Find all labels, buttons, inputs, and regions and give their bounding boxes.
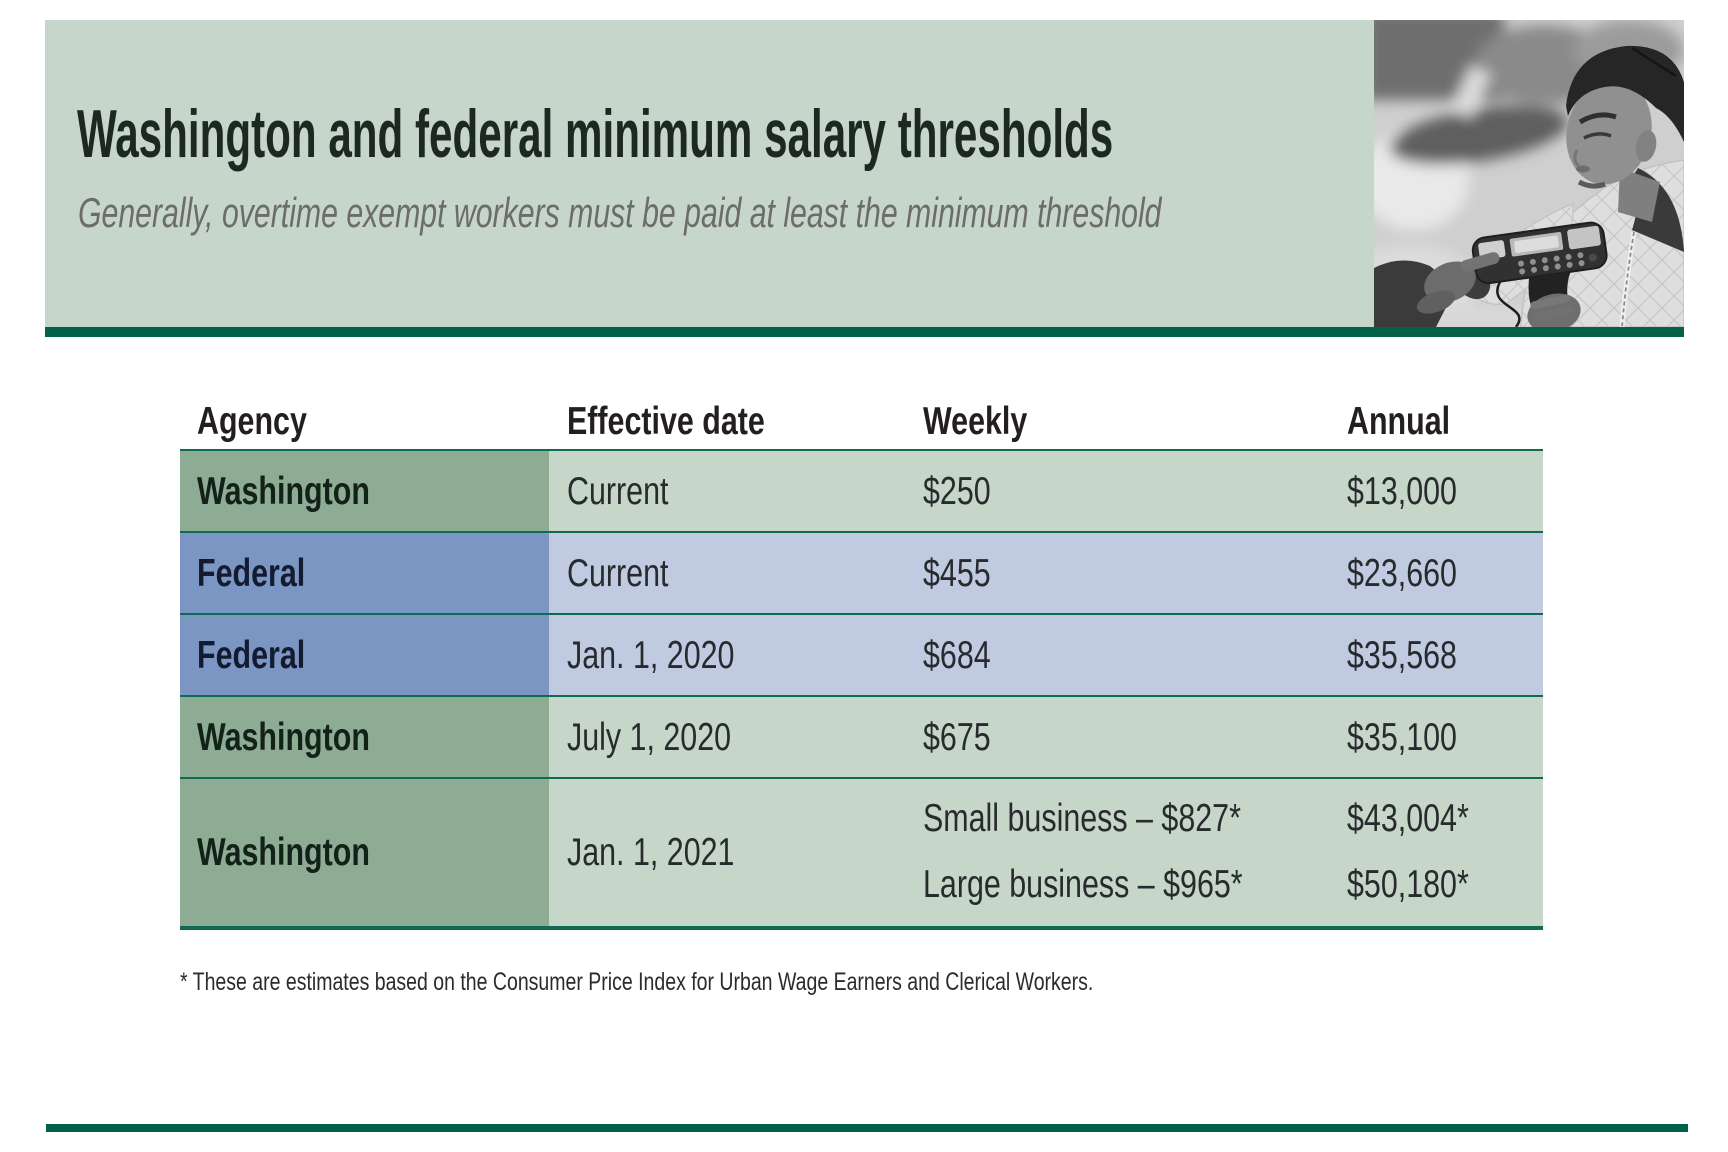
weekly-cell: $675 <box>923 715 991 759</box>
column-header-annual: Annual <box>1347 400 1451 443</box>
bottom-rule <box>46 1124 1688 1132</box>
table-row: Washington Current $250 $13,000 <box>180 451 1543 533</box>
worker-scanner-photo <box>1374 20 1684 327</box>
annual-cell: $35,568 <box>1347 633 1457 677</box>
annual-cell: $23,660 <box>1347 551 1457 595</box>
agency-cell: Washington <box>197 469 370 513</box>
effective-date-cell: Current <box>567 469 669 513</box>
agency-column-shade <box>180 533 549 613</box>
agency-column-shade <box>180 615 549 695</box>
annual-small-business-cell: $43,004* <box>1347 796 1469 840</box>
column-header-effective-date: Effective date <box>567 400 765 443</box>
weekly-cell: $455 <box>923 551 991 595</box>
header-accent-bar <box>45 327 1684 337</box>
column-header-weekly: Weekly <box>923 400 1028 443</box>
worker-scanner-photo-illustration <box>1374 20 1684 327</box>
head <box>1566 45 1684 189</box>
weekly-large-business-cell: Large business – $965* <box>923 862 1243 906</box>
column-header-agency: Agency <box>197 400 307 443</box>
page-title: Washington and federal minimum salary th… <box>77 96 1114 172</box>
table-row: Federal Jan. 1, 2020 $684 $35,568 <box>180 615 1543 697</box>
header-band: Washington and federal minimum salary th… <box>45 20 1684 327</box>
weekly-small-business-cell: Small business – $827* <box>923 796 1241 840</box>
table-row: Federal Current $455 $23,660 <box>180 533 1543 615</box>
agency-column-shade <box>180 451 549 531</box>
annual-large-business-cell: $50,180* <box>1347 862 1469 906</box>
footnote: * These are estimates based on the Consu… <box>180 968 1094 996</box>
page-subtitle: Generally, overtime exempt workers must … <box>78 189 1162 236</box>
agency-cell: Washington <box>197 831 370 874</box>
effective-date-cell: July 1, 2020 <box>567 715 732 759</box>
scanner-cable <box>1496 281 1521 327</box>
table-row: Washington Jan. 1, 2021 Small business –… <box>180 779 1543 930</box>
holding-hand <box>1527 293 1581 327</box>
annual-cell: $35,100 <box>1347 715 1457 759</box>
annual-cell: $13,000 <box>1347 469 1457 513</box>
pointing-hand <box>1374 252 1500 327</box>
agency-cell: Washington <box>197 715 370 759</box>
table-row: Washington July 1, 2020 $675 $35,100 <box>180 697 1543 779</box>
table-header-row: Agency Effective date Weekly Annual <box>180 394 1543 449</box>
weekly-cell: $250 <box>923 469 991 513</box>
effective-date-cell: Jan. 1, 2021 <box>567 831 735 874</box>
agency-cell: Federal <box>197 633 306 677</box>
agency-column-shade <box>180 697 549 777</box>
agency-cell: Federal <box>197 551 306 595</box>
thresholds-table: Washington Current $250 $13,000 Federal … <box>180 449 1543 930</box>
weekly-cell: $684 <box>923 633 991 677</box>
effective-date-cell: Current <box>567 551 669 595</box>
agency-column-shade <box>180 779 549 926</box>
effective-date-cell: Jan. 1, 2020 <box>567 633 735 677</box>
